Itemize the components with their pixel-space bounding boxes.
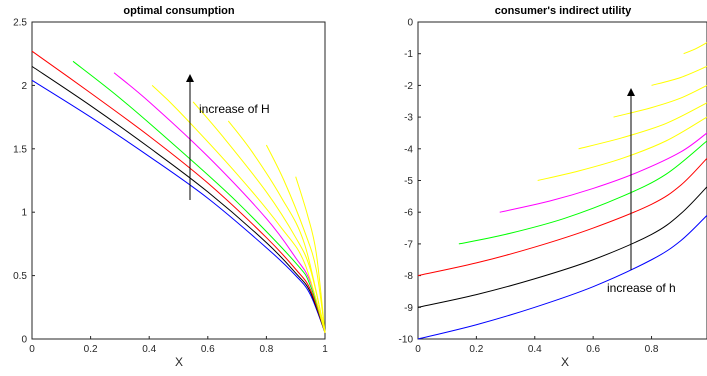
- right-y-tick-label: -5: [404, 176, 413, 187]
- left-annotation: increase of H: [199, 102, 270, 116]
- right-series-line-6: [578, 102, 707, 150]
- right-series-line-0: [417, 215, 707, 340]
- right-series-line-3: [458, 140, 707, 245]
- right-y-tick-label: -4: [404, 144, 413, 155]
- left-plot-area: [31, 21, 326, 340]
- right-y-tick-label: -10: [399, 335, 414, 346]
- right-x-axis-label: X: [561, 355, 569, 369]
- right-y-tick-label: -1: [404, 49, 413, 60]
- left-series-line-5: [151, 85, 326, 333]
- right-y-tick-label: -6: [404, 208, 413, 219]
- left-x-tick-label: 0.2: [84, 344, 98, 355]
- right-series-line-4: [499, 132, 707, 213]
- right-annotation: increase of h: [607, 281, 676, 295]
- left-series-line-9: [295, 176, 326, 333]
- right-y-tick-label: 0: [407, 18, 413, 29]
- left-series-group: [31, 50, 326, 333]
- right-y-tick-label: -3: [404, 113, 413, 124]
- right-y-tick-label: -9: [404, 303, 413, 314]
- left-series-line-3: [72, 60, 326, 333]
- right-axis-ticks: 0 0.2 0.4 0.6 0.8 0 -1 -2 -3 -4 -5 -6 -7 -8 -9 -10: [399, 18, 659, 356]
- right-series-line-1: [417, 186, 707, 308]
- right-x-tick-label: 0: [415, 344, 421, 355]
- left-chart: optimal consumption 0 0.2 0.4 0.6 0.8 1 0 0.5 1 1…: [13, 5, 328, 369]
- left-series-line-7: [227, 120, 326, 333]
- left-y-tick-label: 1: [21, 208, 27, 219]
- left-x-tick-label: 0.6: [201, 344, 215, 355]
- left-y-tick-label: 1.5: [13, 144, 27, 155]
- right-x-tick-label: 0.2: [469, 344, 483, 355]
- right-chart: consumer's indirect utility 0 0.2 0.4 0.6 0.…: [399, 5, 707, 369]
- left-y-tick-label: 2: [21, 81, 27, 92]
- left-series-line-0: [31, 79, 326, 333]
- right-x-tick-label: 0.4: [528, 344, 542, 355]
- left-x-tick-label: 1: [322, 344, 328, 355]
- left-series-line-4: [113, 72, 326, 333]
- left-x-axis-label: X: [175, 355, 183, 369]
- left-x-tick-label: 0: [29, 344, 35, 355]
- left-y-tick-label: 2.5: [13, 18, 27, 29]
- right-y-tick-label: -7: [404, 239, 413, 250]
- right-series-line-5: [537, 116, 707, 181]
- right-plot-area: [417, 21, 707, 340]
- right-series-line-8: [651, 65, 707, 86]
- right-series-line-2: [417, 157, 707, 277]
- left-x-tick-label: 0.4: [142, 344, 156, 355]
- right-y-tick-label: -8: [404, 271, 413, 282]
- left-x-tick-label: 0.8: [259, 344, 273, 355]
- right-series-group: [417, 42, 707, 340]
- right-x-tick-label: 0.8: [645, 344, 659, 355]
- left-chart-title: optimal consumption: [123, 5, 235, 17]
- left-series-line-2: [31, 50, 326, 333]
- right-series-line-9: [683, 42, 707, 55]
- right-y-tick-label: -2: [404, 81, 413, 92]
- left-series-line-8: [265, 144, 326, 333]
- left-axis-ticks: 0 0.2 0.4 0.6 0.8 1 0 0.5 1 1.5 2 2.5: [13, 18, 328, 356]
- right-chart-title: consumer's indirect utility: [495, 5, 632, 17]
- left-y-tick-label: 0.5: [13, 271, 27, 282]
- left-y-tick-label: 0: [21, 335, 27, 346]
- left-series-line-1: [31, 65, 326, 333]
- right-x-tick-label: 0.6: [586, 344, 600, 355]
